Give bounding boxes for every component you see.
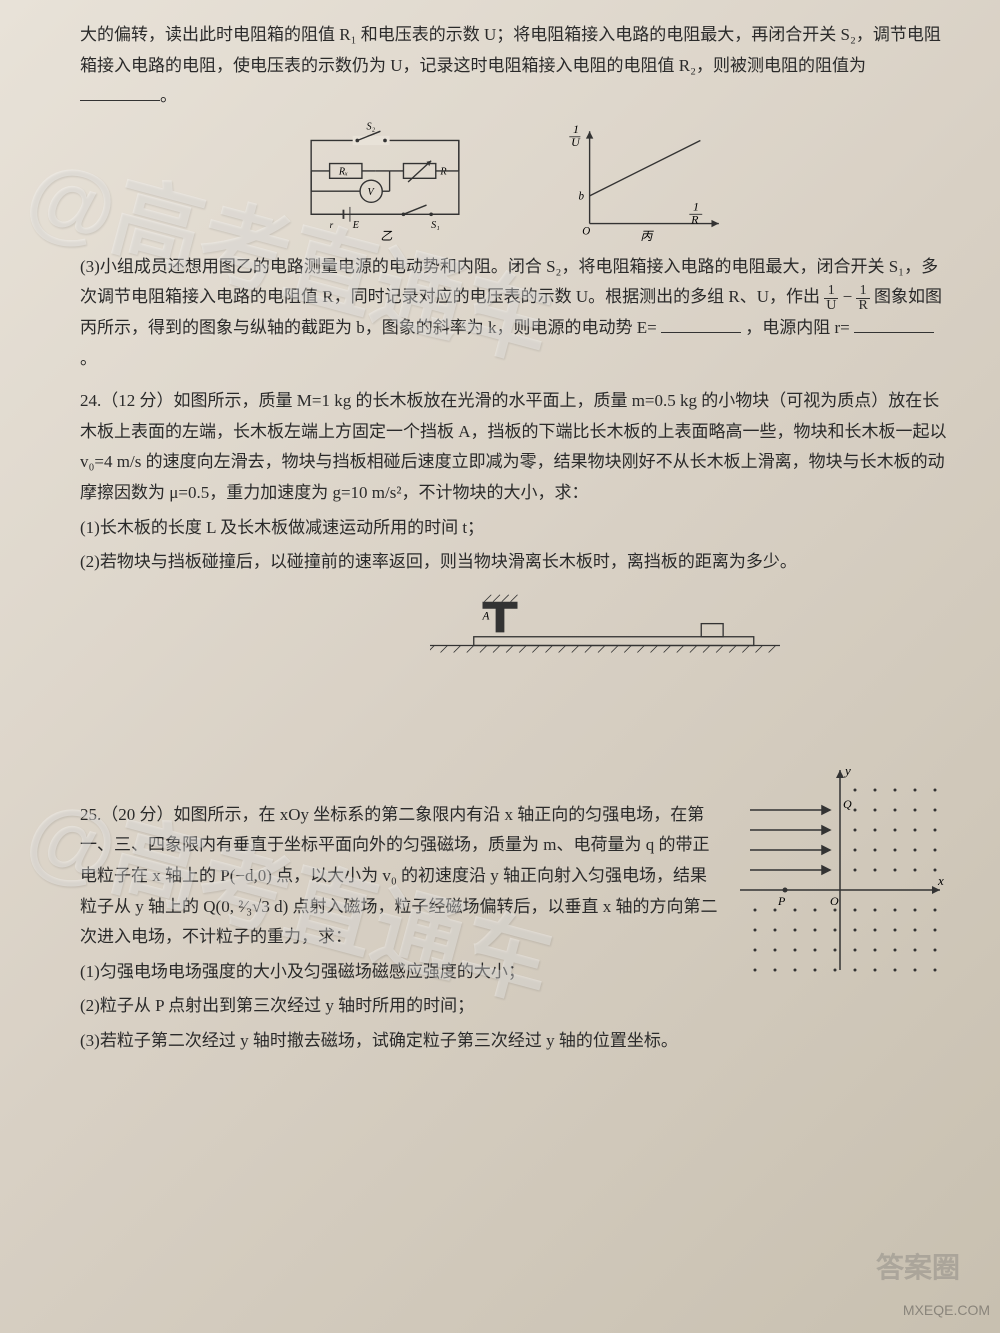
q22-p3c-text: ，电源内阻 r= [745,318,850,337]
label-r: R [439,166,447,177]
q22-p3-text: (3)小组成员还想用图乙的电路测量电源的电动势和内阻。闭合 S₂，将电阻箱接入电… [80,257,938,307]
blank-r [854,316,934,333]
label-a: A [482,610,490,622]
q24-sub2: (2)若物块与挡板碰撞后，以碰撞前的速率返回，则当物块滑离长木板时，离挡板的距离… [80,547,950,578]
q25-sub2: (2)粒子从 P 点射出到第三次经过 y 轴时所用的时间； [80,991,950,1022]
frac-1r: 1R [856,284,869,313]
caption-bing: 丙 [640,229,654,242]
graph-bing: 1 U b O 1 R 丙 [555,122,735,242]
point-p: P [777,894,786,908]
coordinate-diagram: y x O P Q [730,760,950,980]
q24-sub1: (1)长木板的长度 L 及长木板做减速运动所用的时间 t； [80,513,950,544]
question-22-continued: 大的偏转，读出此时电阻箱的阻值 R₁ 和电压表的示数 U；将电阻箱接入电路的电阻… [80,20,950,374]
caption-yi: 乙 [380,229,392,242]
axis-x: x [937,873,944,888]
q24-header: 24.（12 分）如图所示，质量 M=1 kg 的长木板放在光滑的水平面上，质量… [80,386,950,508]
q22-part3: (3)小组成员还想用图乙的电路测量电源的电动势和内阻。闭合 S₂，将电阻箱接入电… [80,252,950,374]
blank-answer-1 [80,84,160,101]
graph-ylabel: 1 U [571,122,582,149]
graph-xlabel: 1 R [690,199,702,226]
label-r-internal: r [330,220,334,230]
point-q: Q [843,797,852,811]
footer-url: MXEQE.COM [903,1298,990,1323]
q25-sub3: (3)若粒子第二次经过 y 轴时撤去磁场，试确定粒子第三次经过 y 轴的位置坐标… [80,1026,950,1057]
q22-intro: 大的偏转，读出此时电阻箱的阻值 R₁ 和电压表的示数 U；将电阻箱接入电路的电阻… [80,20,950,112]
axis-y: y [843,763,851,778]
graph-b: b [579,190,585,202]
question-24: 24.（12 分）如图所示，质量 M=1 kg 的长木板放在光滑的水平面上，质量… [80,386,950,668]
label-e: E [352,220,360,231]
block-on-plank-diagram: A [430,588,780,668]
q22-intro-text: 大的偏转，读出此时电阻箱的阻值 R₁ 和电压表的示数 U；将电阻箱接入电路的电阻… [80,25,941,75]
origin-o: O [830,894,839,908]
question-25: y x O P Q [80,800,950,1057]
graph-o: O [582,225,590,237]
frac-1u: 1U [824,284,838,313]
label-v: V [367,187,375,198]
label-s2: S₂ [367,122,376,132]
circuit-diagram-yi: S₂ Rₓ V R r E [295,122,475,242]
label-s1: S₁ [431,220,440,231]
corner-brand: 答案圈 [876,1243,960,1293]
label-rx: Rₓ [338,166,348,177]
blank-emf [661,316,741,333]
circuit-and-graph-row: S₂ Rₓ V R r E [80,122,950,242]
